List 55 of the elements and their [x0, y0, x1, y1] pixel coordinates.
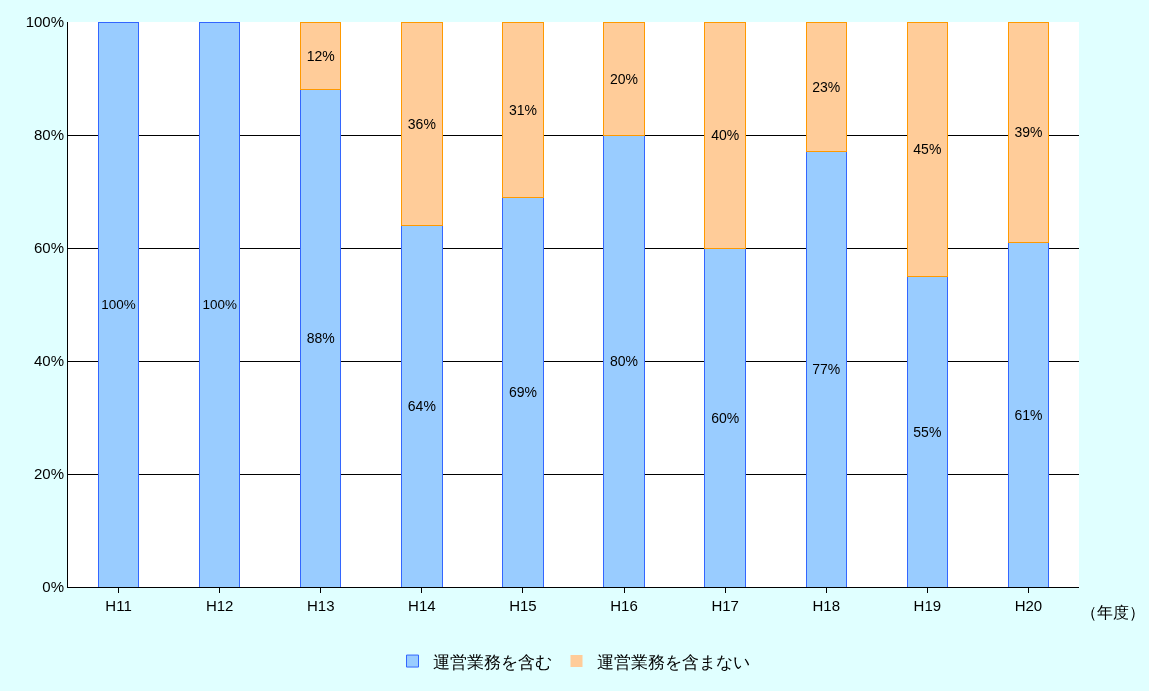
- data-label: 23%: [812, 78, 841, 95]
- y-tick-label: 100%: [25, 13, 64, 31]
- bar: [603, 22, 645, 136]
- data-label: 64%: [407, 398, 436, 415]
- data-label: 55%: [913, 423, 942, 440]
- bar: [300, 22, 342, 91]
- bar: [603, 134, 645, 587]
- x-axis-title: （年度）: [1081, 604, 1145, 621]
- x-tick-label: H14: [408, 597, 436, 614]
- bar: [97, 22, 140, 587]
- x-tick-label: H20: [1014, 597, 1043, 614]
- bar: [502, 22, 544, 198]
- x-tick-label: H13: [306, 597, 335, 614]
- data-label: 45%: [913, 141, 942, 158]
- data-label: 69%: [508, 384, 537, 401]
- y-tick-label: 80%: [33, 126, 64, 144]
- y-tick-label: 20%: [33, 465, 64, 483]
- data-label: 88%: [306, 330, 335, 347]
- data-label: 20%: [610, 70, 639, 87]
- x-tick-label: H17: [711, 597, 739, 614]
- data-label: 31%: [508, 101, 537, 118]
- y-tick-label: 0%: [42, 578, 64, 596]
- x-tick-label: H16: [610, 597, 638, 614]
- data-label: 61%: [1014, 406, 1043, 423]
- bar: [1007, 22, 1050, 243]
- bar: [401, 224, 443, 587]
- x-tick-label: H12: [205, 597, 234, 614]
- bar: [1007, 241, 1050, 587]
- bar: [805, 22, 847, 153]
- y-tick-label: 60%: [33, 239, 64, 257]
- x-tick-label: H19: [913, 597, 942, 614]
- bar: [704, 22, 746, 249]
- x-tick-label: H15: [509, 597, 537, 614]
- legend-label: 運営業務を含む: [432, 652, 552, 672]
- x-tick-label: H11: [105, 597, 132, 614]
- data-label: 60%: [711, 409, 740, 426]
- data-label: 36%: [407, 115, 436, 132]
- bar: [805, 151, 847, 587]
- data-label: 40%: [711, 127, 740, 143]
- bar: [906, 275, 949, 587]
- bar: [300, 89, 342, 587]
- bar: [704, 247, 746, 587]
- data-label: 80%: [610, 353, 639, 369]
- legend-label: 運営業務を含まない: [596, 652, 750, 672]
- data-label: 77%: [812, 361, 841, 378]
- data-label: 100%: [101, 297, 136, 313]
- data-label: 12%: [306, 47, 335, 64]
- bar: [502, 196, 544, 587]
- data-label: 100%: [202, 297, 237, 313]
- x-tick-label: H18: [812, 597, 841, 614]
- y-tick-label: 40%: [33, 352, 64, 370]
- bar: [401, 22, 443, 226]
- bar: [198, 22, 241, 587]
- bar: [906, 22, 949, 277]
- data-label: 39%: [1014, 124, 1043, 141]
